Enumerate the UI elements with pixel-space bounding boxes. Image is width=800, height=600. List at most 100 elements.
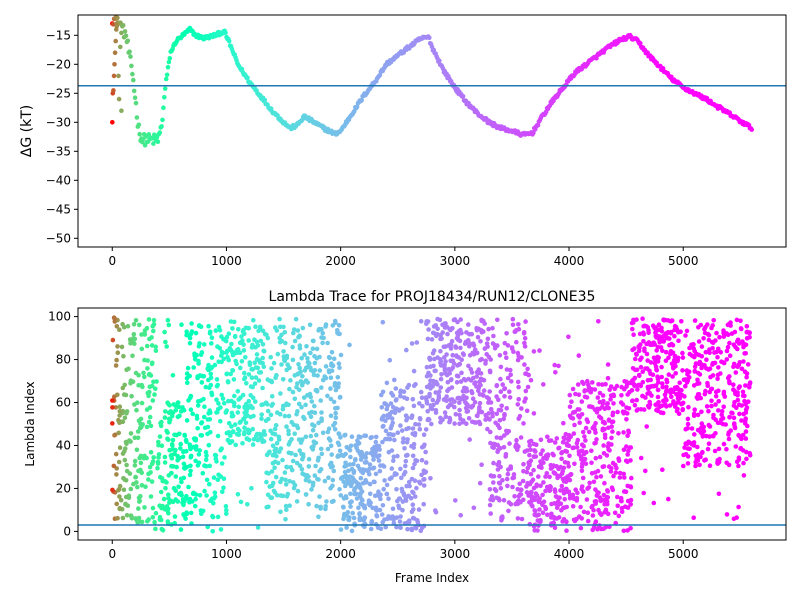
top-x-tick-label: 3000: [440, 254, 471, 268]
bottom-data-point: [664, 384, 669, 390]
bottom-data-point: [381, 413, 387, 419]
bottom-data-point: [573, 487, 578, 493]
bottom-data-point: [524, 490, 530, 495]
bottom-data-point: [513, 501, 518, 507]
bottom-data-point: [265, 335, 271, 341]
bottom-data-point: [218, 418, 223, 424]
bottom-data-point: [224, 408, 229, 413]
bottom-data-point: [250, 384, 255, 390]
bottom-data-point: [349, 466, 355, 472]
bottom-data-point: [128, 381, 133, 386]
bottom-data-point: [112, 432, 118, 438]
bottom-data-point: [317, 494, 322, 499]
bottom-data-point: [610, 429, 615, 434]
bottom-data-point: [431, 380, 437, 386]
bottom-data-point: [329, 349, 335, 355]
bottom-data-point: [632, 383, 637, 389]
bottom-data-point: [329, 452, 335, 457]
bottom-data-point: [261, 348, 267, 354]
bottom-data-point: [734, 339, 740, 344]
bottom-data-point: [333, 387, 339, 393]
bottom-data-point: [615, 503, 620, 509]
bottom-data-point: [283, 482, 289, 487]
bottom-data-point: [692, 318, 698, 323]
bottom-data-point: [344, 444, 350, 450]
bottom-data-point: [406, 479, 412, 485]
bottom-data-point: [267, 449, 272, 455]
bottom-data-point: [297, 365, 303, 371]
bottom-data-point: [164, 344, 169, 349]
bottom-data-point: [252, 381, 258, 386]
bottom-data-point: [428, 378, 433, 383]
bottom-data-point: [474, 327, 480, 333]
bottom-data-point: [610, 460, 616, 466]
bottom-data-point: [230, 368, 236, 373]
bottom-data-points: [110, 315, 753, 534]
bottom-data-point: [567, 392, 573, 398]
bottom-data-point: [420, 403, 425, 409]
bottom-data-point: [331, 468, 337, 474]
bottom-data-point: [616, 456, 621, 461]
bottom-data-point: [666, 496, 671, 502]
bottom-data-point: [522, 336, 528, 341]
bottom-data-point: [278, 391, 283, 396]
bottom-data-point: [597, 399, 603, 405]
bottom-data-point: [577, 420, 582, 426]
bottom-data-point: [685, 461, 691, 466]
bottom-data-point: [367, 491, 373, 497]
bottom-data-point: [150, 515, 156, 520]
bottom-data-point: [429, 337, 435, 342]
bottom-data-point: [133, 318, 139, 323]
bottom-x-tick-label: 5000: [668, 547, 699, 561]
bottom-data-point: [433, 323, 439, 328]
top-data-point: [157, 130, 163, 135]
bottom-data-point: [207, 331, 213, 336]
bottom-data-point: [734, 515, 739, 520]
bottom-data-point: [254, 352, 260, 357]
bottom-data-point: [726, 432, 731, 437]
bottom-data-point: [659, 329, 665, 334]
bottom-data-point: [272, 450, 278, 455]
bottom-data-point: [531, 411, 537, 416]
bottom-data-point: [142, 505, 147, 510]
bottom-data-point: [596, 507, 601, 513]
bottom-data-point: [138, 467, 143, 473]
bottom-data-point: [660, 384, 665, 390]
bottom-data-point: [383, 524, 389, 530]
bottom-data-point: [367, 502, 373, 508]
bottom-data-point: [497, 425, 502, 431]
bottom-data-point: [501, 444, 507, 450]
bottom-data-point: [624, 384, 629, 389]
bottom-data-point: [257, 326, 263, 331]
bottom-data-point: [701, 424, 707, 430]
bottom-data-point: [425, 336, 431, 342]
bottom-data-point: [727, 414, 732, 420]
bottom-data-point: [145, 366, 150, 371]
bottom-data-point: [556, 445, 562, 451]
bottom-data-point: [180, 454, 186, 460]
bottom-data-point: [395, 498, 400, 504]
bottom-data-point: [470, 403, 476, 409]
bottom-data-point: [380, 319, 386, 325]
bottom-data-point: [566, 464, 571, 469]
bottom-data-point: [122, 415, 128, 421]
bottom-data-point: [284, 507, 289, 512]
bottom-data-point: [547, 474, 552, 480]
bottom-data-point: [189, 499, 195, 504]
bottom-data-point: [189, 321, 194, 326]
bottom-data-point: [273, 446, 279, 452]
bottom-data-point: [110, 487, 115, 493]
bottom-data-point: [597, 495, 603, 500]
bottom-x-ticks: 0 1000 2000 3000 4000 5000: [108, 540, 698, 561]
bottom-data-point: [630, 326, 635, 332]
bottom-data-point: [235, 492, 241, 497]
bottom-data-point: [515, 402, 521, 407]
bottom-data-point: [306, 502, 311, 507]
bottom-data-point: [589, 448, 594, 454]
bottom-data-point: [357, 484, 363, 490]
bottom-data-point: [578, 525, 584, 531]
bottom-data-point: [613, 470, 619, 475]
bottom-data-point: [207, 385, 212, 391]
bottom-data-point: [621, 528, 627, 534]
bottom-data-point: [173, 447, 178, 453]
